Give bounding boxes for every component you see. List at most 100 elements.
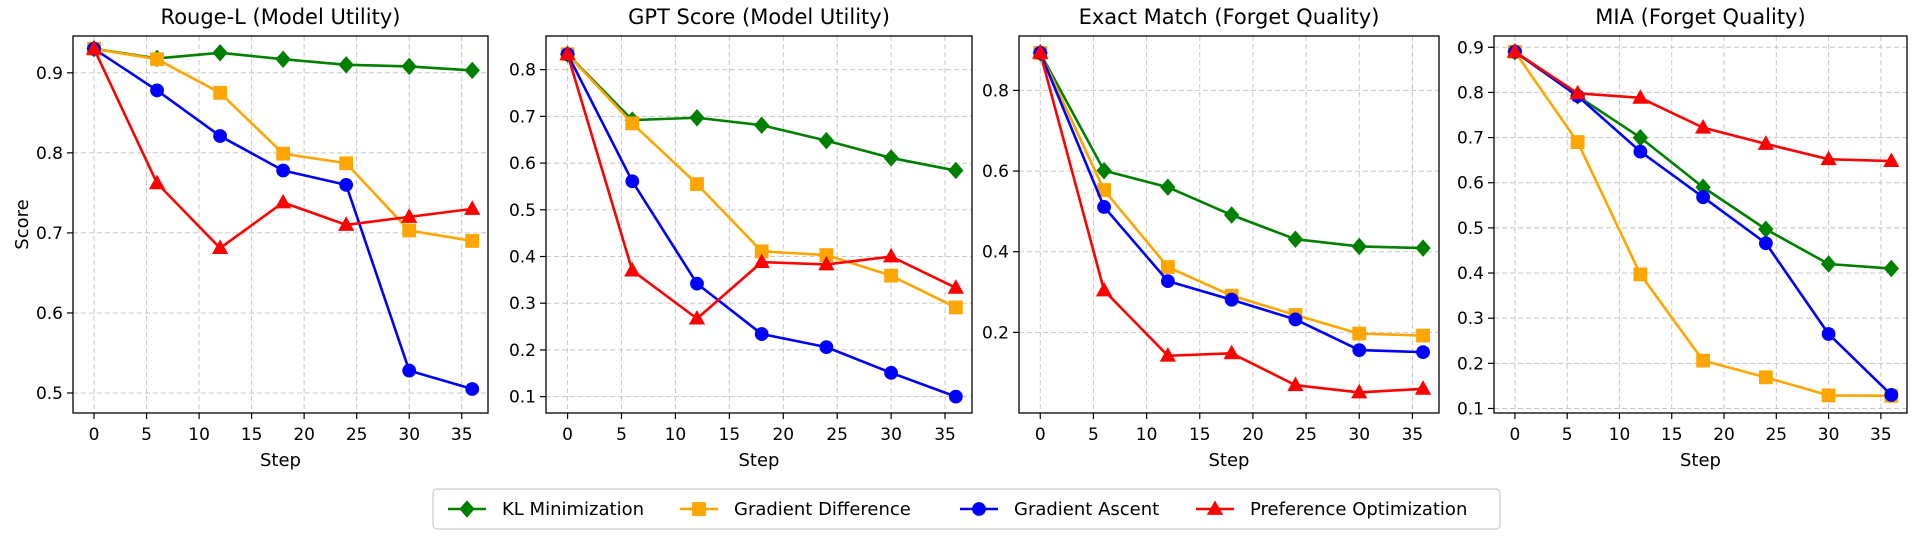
data-point-gradient-difference [276, 146, 291, 161]
x-tick-label: 30 [880, 425, 902, 445]
data-point-gradient-ascent [1097, 200, 1111, 214]
data-point-kl-minimization [1820, 255, 1837, 273]
series-line-gradient-ascent [93, 47, 473, 391]
series-line-gradient-difference [1513, 51, 1892, 398]
legend-item-gradient-difference: Gradient Difference [680, 499, 911, 520]
data-point-gradient-difference [690, 177, 704, 191]
chart-panel-2: 0.1 0.2 0.3 0.4 0.5 0.6 0.7 0.8 0 5 10 15 20 25 30 35 GP… [509, 5, 973, 471]
legend-label: Gradient Difference [734, 499, 911, 520]
data-point-gradient-difference [1758, 370, 1773, 385]
data-point-gradient-ascent [1288, 312, 1303, 327]
y-tick-label: 0.4 [509, 248, 536, 268]
data-point-gradient-difference [625, 116, 640, 131]
data-point-gradient-ascent [1352, 343, 1367, 357]
chart-title: GPT Score (Model Utility) [628, 5, 890, 29]
data-point-preference-optimization [753, 253, 770, 269]
x-tick-label: 0 [89, 425, 100, 445]
y-tick-label: 0.2 [509, 341, 536, 361]
x-tick-label: 35 [934, 425, 956, 445]
data-point-kl-minimization [401, 57, 417, 76]
x-tick-label: 35 [1402, 425, 1424, 445]
x-tick-label: 25 [1765, 425, 1787, 445]
series-kl-minimization [1032, 44, 1431, 257]
data-point-kl-minimization [1415, 239, 1431, 257]
data-point-gradient-difference [1160, 260, 1175, 274]
y-tick-label: 0.8 [1457, 83, 1484, 103]
data-point-gradient-ascent [1633, 144, 1648, 159]
legend-marker-kl-minimization [459, 500, 475, 518]
y-tick-label: 0.9 [36, 64, 63, 84]
x-tick-label: 35 [1870, 425, 1892, 445]
legend-marker-gradient-ascent [972, 502, 986, 516]
x-tick-label: 0 [1509, 425, 1520, 445]
x-axis-label: Step [739, 450, 780, 471]
data-point-gradient-ascent [1160, 274, 1175, 289]
plot-frame [545, 35, 973, 414]
legend-marker-preference-optimization [1206, 500, 1224, 515]
data-point-gradient-ascent [150, 83, 164, 98]
panels: 0.5 0.6 0.7 0.8 0.9 0 5 10 15 20 25 30 35 Rouge-L (Mo… [12, 5, 1908, 471]
data-point-kl-minimization [464, 61, 480, 80]
y-tick-label: 0.5 [36, 384, 63, 404]
series-preference-optimization [1032, 44, 1432, 399]
data-point-gradient-ascent [465, 382, 480, 396]
y-tick-label: 0.2 [1457, 354, 1484, 374]
series-line-kl-minimization [566, 53, 957, 172]
series-line-gradient-difference [93, 47, 473, 243]
y-tick-label: 0.7 [1457, 129, 1484, 149]
data-point-kl-minimization [948, 161, 964, 180]
data-point-gradient-difference [1821, 388, 1836, 403]
data-point-preference-optimization [85, 40, 103, 55]
data-point-preference-optimization [818, 255, 835, 271]
data-point-kl-minimization [689, 109, 705, 127]
data-point-gradient-ascent [1758, 236, 1773, 251]
data-point-gradient-difference [150, 52, 164, 67]
data-point-preference-optimization [1632, 89, 1649, 104]
x-tick-label: 35 [451, 425, 473, 445]
series-line-gradient-ascent [1039, 52, 1424, 354]
data-point-gradient-ascent [819, 340, 834, 355]
chart-panel-4: 0.1 0.2 0.3 0.4 0.5 0.6 0.7 0.8 0.9 0 5 10 15 20 25 30 3… [1457, 5, 1908, 471]
data-point-preference-optimization [401, 208, 418, 223]
series-preference-optimization [1506, 43, 1900, 167]
data-point-preference-optimization [1287, 376, 1304, 392]
data-point-preference-optimization [1032, 44, 1049, 59]
data-point-gradient-difference [465, 234, 480, 248]
y-tick-label: 0.4 [1457, 264, 1484, 284]
x-tick-label: 10 [1609, 425, 1631, 445]
series-line-gradient-ascent [1514, 50, 1893, 396]
legend-item-kl-minimization: KL Minimization [448, 499, 644, 520]
x-tick-label: 10 [188, 425, 210, 445]
x-tick-label: 20 [1242, 425, 1264, 445]
x-tick-label: 30 [1818, 425, 1840, 445]
series-line-gradient-ascent [566, 53, 957, 398]
data-point-kl-minimization [1096, 161, 1112, 180]
legend-item-preference-optimization: Preference Optimization [1196, 499, 1467, 520]
y-axis-label: Score [12, 199, 33, 249]
data-point-gradient-difference [402, 223, 417, 238]
y-tick-label: 0.6 [1457, 174, 1484, 194]
data-point-gradient-ascent [1821, 327, 1836, 341]
data-point-kl-minimization [1287, 230, 1304, 248]
x-tick-label: 25 [826, 425, 848, 445]
y-tick-label: 0.5 [1457, 219, 1484, 239]
data-point-kl-minimization [275, 50, 291, 68]
y-tick-label: 0.1 [1457, 399, 1484, 419]
data-point-preference-optimization [1883, 152, 1900, 167]
y-tick-label: 0.5 [509, 201, 536, 221]
data-point-gradient-ascent [625, 174, 640, 189]
x-tick-label: 15 [1661, 425, 1683, 445]
chart-title: MIA (Forget Quality) [1595, 5, 1805, 29]
x-tick-label: 15 [241, 425, 263, 445]
data-point-gradient-ascent [948, 389, 963, 404]
x-tick-label: 10 [1136, 425, 1158, 445]
data-point-kl-minimization [1160, 178, 1176, 196]
data-point-gradient-ascent [884, 365, 899, 380]
x-tick-label: 0 [1035, 425, 1046, 445]
data-point-kl-minimization [883, 149, 899, 167]
y-tick-label: 0.6 [509, 154, 536, 174]
data-point-kl-minimization [1351, 237, 1367, 256]
y-tick-label: 0.2 [982, 323, 1009, 343]
data-point-kl-minimization [818, 131, 835, 150]
